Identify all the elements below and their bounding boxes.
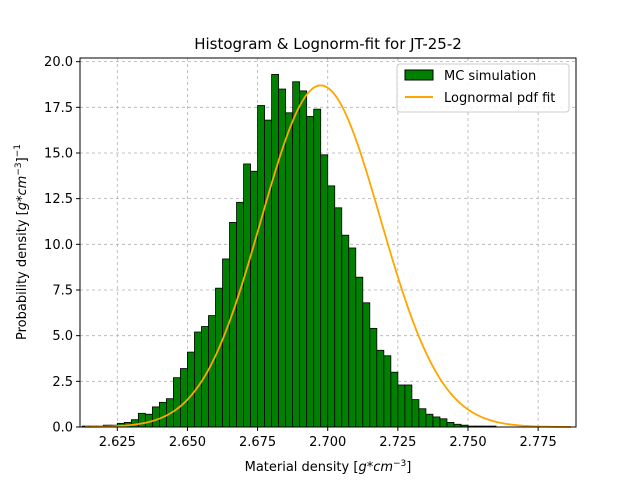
histogram-bar: [222, 258, 230, 428]
histogram-bar: [299, 90, 308, 428]
y-axis: 0.0 2.5 5.0 7.5 10.0 12.5 15.0 17.5 20.0: [44, 55, 80, 436]
histogram-bar: [327, 185, 336, 428]
y-axis-label: Probability density [g*cm−3]−1: [13, 144, 30, 340]
x-tick-label: 2.650: [169, 435, 206, 450]
x-tick-label: 2.775: [520, 435, 557, 450]
y-tick-label: 7.5: [52, 283, 73, 298]
histogram-bar: [278, 88, 287, 428]
histogram-bar: [362, 302, 371, 428]
y-tick-label: 10.0: [44, 238, 73, 253]
y-tick-label: 12.5: [44, 192, 73, 207]
histogram-bar: [320, 154, 329, 428]
x-tick-label: 2.700: [309, 435, 346, 450]
histogram-bar: [180, 368, 188, 428]
histogram-bar: [243, 163, 251, 428]
histogram-bar: [264, 119, 273, 428]
histogram-bar: [404, 384, 413, 428]
histogram-bar: [390, 371, 399, 428]
histogram-bar: [158, 401, 167, 428]
histogram-bar: [411, 399, 420, 428]
histogram-bar: [257, 105, 265, 428]
histogram-bar: [439, 418, 448, 428]
histogram-bar: [425, 413, 434, 428]
histogram-bar: [369, 327, 378, 428]
histogram-bar: [229, 222, 237, 428]
y-tick-label: 0.0: [52, 421, 73, 436]
histogram-bar: [334, 207, 343, 428]
histogram-bar: [397, 384, 406, 428]
histogram-bar: [194, 331, 202, 428]
lognormal-fit-line: [85, 84, 571, 428]
x-axis-label: Material density [g*cm−3]: [245, 459, 412, 475]
histogram-bar: [446, 422, 455, 428]
histogram-bar: [355, 276, 364, 428]
histogram-bar: [285, 112, 294, 428]
histogram-bar: [173, 377, 181, 428]
histogram-bar: [187, 351, 195, 428]
histogram-bar: [348, 247, 357, 428]
y-tick-label: 2.5: [52, 375, 73, 390]
histogram-bar: [292, 81, 301, 428]
x-axis: 2.625 2.650 2.675 2.700 2.725 2.750 2.775: [99, 427, 557, 450]
histogram-bar: [432, 416, 441, 428]
histogram-bar: [137, 412, 146, 428]
histogram-bar: [313, 108, 322, 428]
histogram-bar: [383, 355, 392, 428]
fit-curve-group: [85, 84, 571, 428]
histogram-bar: [306, 116, 315, 428]
y-tick-label: 15.0: [44, 146, 73, 161]
histogram-bar: [208, 315, 216, 428]
histogram-bar: [376, 349, 385, 428]
x-tick-label: 2.625: [99, 435, 136, 450]
histogram-bars: [81, 74, 497, 428]
histogram-bar: [236, 201, 244, 428]
legend-swatch-histogram: [404, 69, 434, 81]
chart-title: Histogram & Lognorm-fit for JT-25-2: [194, 35, 462, 53]
legend-label-histogram: MC simulation: [444, 69, 536, 84]
x-tick-label: 2.675: [239, 435, 276, 450]
x-tick-label: 2.725: [379, 435, 416, 450]
histogram-bar: [215, 287, 223, 428]
legend-box: [396, 63, 570, 113]
histogram-bar: [250, 170, 258, 428]
histogram-bar: [418, 408, 427, 428]
legend-label-fit: Lognormal pdf fit: [444, 91, 555, 106]
y-tick-label: 17.5: [44, 101, 73, 116]
y-tick-label: 5.0: [52, 329, 73, 344]
y-tick-label: 20.0: [44, 55, 73, 70]
histogram-bar: [271, 74, 280, 428]
legend: MC simulation Lognormal pdf fit: [396, 63, 570, 113]
x-tick-label: 2.750: [449, 435, 486, 450]
histogram-bar: [341, 234, 350, 428]
histogram-bar: [151, 406, 160, 428]
